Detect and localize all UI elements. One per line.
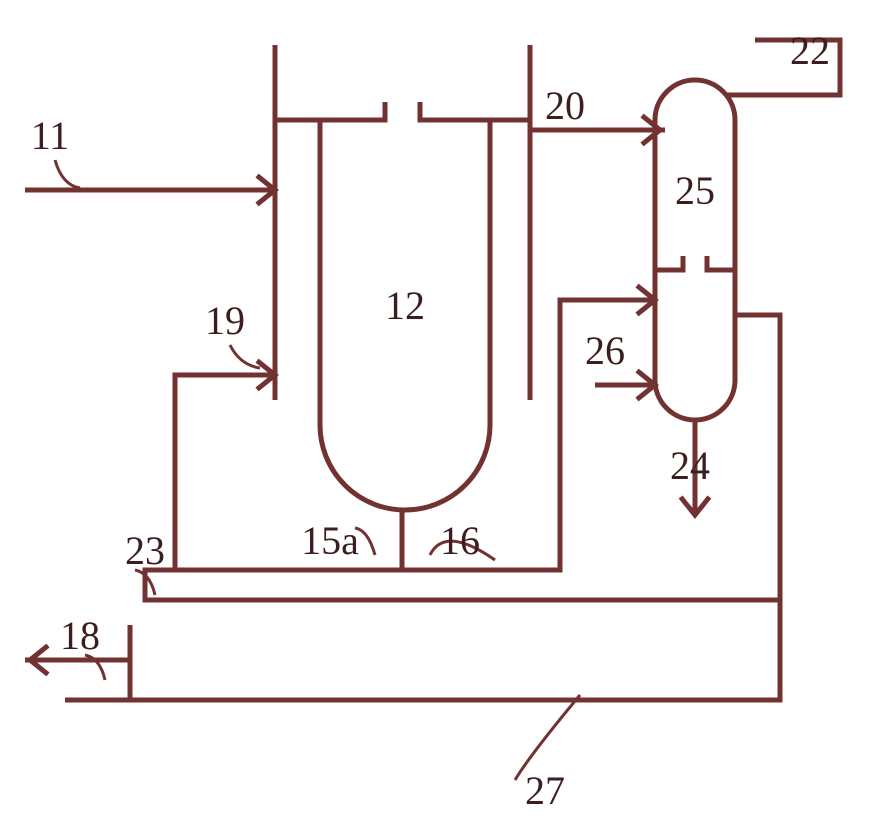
label-l25: 25 — [675, 168, 715, 213]
label-l26: 26 — [585, 328, 625, 373]
label-l20: 20 — [545, 83, 585, 128]
label-l19: 19 — [205, 298, 245, 343]
separator-vessel — [655, 80, 735, 420]
label-l22: 22 — [790, 28, 830, 73]
leader-l11 — [55, 160, 80, 188]
label-l15a: 15a — [301, 518, 359, 563]
separator-tray-right — [707, 256, 735, 270]
reactor-tray-left — [275, 102, 385, 120]
label-l24: 24 — [670, 443, 710, 488]
label-l12: 12 — [385, 283, 425, 328]
label-l27: 27 — [525, 768, 565, 813]
reactor-tray-right — [420, 102, 530, 120]
flow-flow_19 — [175, 375, 275, 570]
label-l11: 11 — [31, 113, 70, 158]
flow-recycle_23 — [145, 570, 780, 600]
flow-flow_16 — [175, 300, 655, 570]
separator-tray-left — [655, 256, 683, 270]
label-l18: 18 — [60, 613, 100, 658]
label-l23: 23 — [125, 528, 165, 573]
leader-l19 — [230, 345, 260, 368]
label-l16: 16 — [440, 518, 480, 563]
